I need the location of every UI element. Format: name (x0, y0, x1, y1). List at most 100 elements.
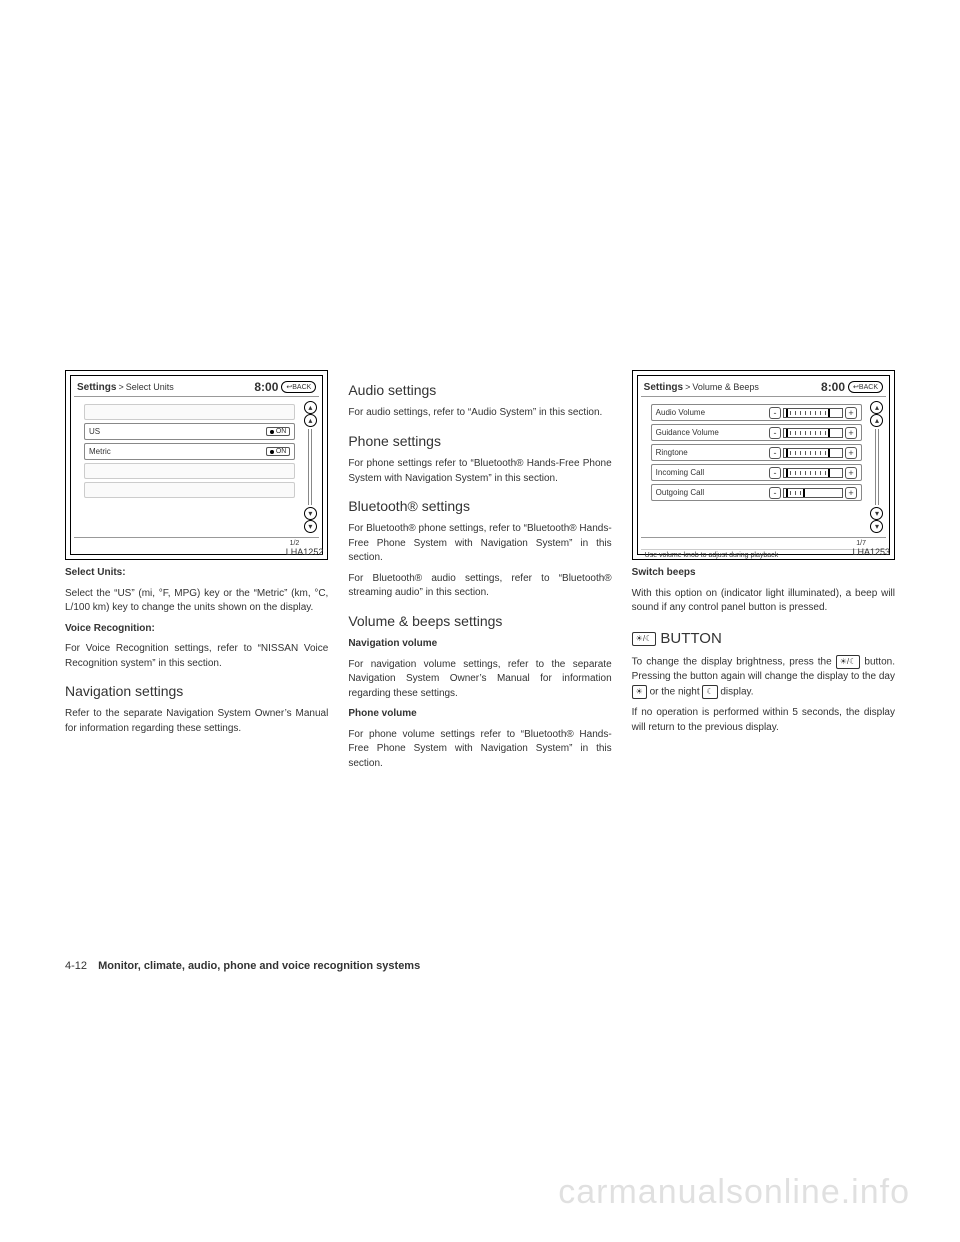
heading-phone-settings: Phone settings (348, 431, 611, 451)
slider-bar[interactable] (783, 488, 843, 498)
list-row-incoming-call[interactable]: Incoming Call - + (651, 464, 862, 481)
list-row-empty (84, 482, 295, 498)
scroll-down-icon[interactable]: ▾ (870, 507, 883, 520)
scroll-down-icon[interactable]: ▾ (304, 507, 317, 520)
heading-select-units: Select Units: (65, 566, 328, 581)
slider-control[interactable]: - + (769, 407, 857, 419)
volume-list: Audio Volume - + Guidance Volume - (641, 397, 868, 537)
scroll-up-icon[interactable]: ▴ (870, 414, 883, 427)
scroll-down-icon[interactable]: ▾ (870, 520, 883, 533)
subhead-phone-volume: Phone volume (348, 707, 611, 722)
screenshot-select-units: Settings > Select Units 8:00 ↩BACK US ON (65, 370, 328, 560)
page-indicator: 1/7 (641, 537, 886, 549)
column-3-text: Switch beeps With this option on (indica… (632, 566, 895, 735)
minus-button[interactable]: - (769, 407, 781, 419)
row-label: Guidance Volume (656, 428, 719, 437)
paragraph: For phone settings refer to “Bluetooth® … (348, 457, 611, 486)
paragraph: For phone volume settings refer to “Blue… (348, 728, 611, 772)
paragraph: For Bluetooth® audio settings, refer to … (348, 572, 611, 601)
column-1-text: Select Units: Select the “US” (mi, °F, M… (65, 566, 328, 736)
plus-button[interactable]: + (845, 427, 857, 439)
header-breadcrumb: Volume & Beeps (692, 382, 759, 392)
list-row-empty (84, 404, 295, 420)
row-label: Metric (89, 447, 111, 456)
paragraph: For Bluetooth® phone settings, refer to … (348, 522, 611, 566)
slider-control[interactable]: - + (769, 427, 857, 439)
page-number: 4-12 (65, 960, 87, 972)
heading-bluetooth-settings: Bluetooth® settings (348, 496, 611, 516)
column-3: Settings > Volume & Beeps 8:00 ↩BACK Aud… (632, 370, 895, 777)
heading-navigation-settings: Navigation settings (65, 681, 328, 701)
clock-label: 8:00 (821, 380, 845, 394)
header-title: Settings (644, 382, 683, 393)
scroll-up-icon[interactable]: ▴ (870, 401, 883, 414)
list-row-ringtone[interactable]: Ringtone - + (651, 444, 862, 461)
paragraph: To change the display brightness, press … (632, 655, 895, 700)
subhead-nav-volume: Navigation volume (348, 637, 611, 652)
back-button[interactable]: ↩BACK (281, 381, 316, 393)
unit-list: US ON Metric ON (74, 397, 301, 537)
page-content: Settings > Select Units 8:00 ↩BACK US ON (65, 370, 895, 777)
paragraph: If no operation is performed within 5 se… (632, 706, 895, 735)
heading-audio-settings: Audio settings (348, 380, 611, 400)
row-label: US (89, 427, 100, 436)
paragraph: For navigation volume settings, refer to… (348, 658, 611, 702)
minus-button[interactable]: - (769, 427, 781, 439)
list-row-empty (84, 463, 295, 479)
heading-brightness-button: ☀/☾ BUTTON (632, 628, 895, 650)
slider-control[interactable]: - + (769, 487, 857, 499)
minus-button[interactable]: - (769, 447, 781, 459)
scroll-up-icon[interactable]: ▴ (304, 401, 317, 414)
list-row-metric[interactable]: Metric ON (84, 443, 295, 460)
screen-header: Settings > Volume & Beeps 8:00 ↩BACK (641, 378, 886, 397)
scrollbar[interactable]: ▴ ▴ ▾ ▾ (868, 397, 886, 537)
paragraph: Refer to the separate Navigation System … (65, 707, 328, 736)
on-indicator: ON (266, 447, 291, 456)
minus-button[interactable]: - (769, 467, 781, 479)
plus-button[interactable]: + (845, 487, 857, 499)
row-label: Audio Volume (656, 408, 705, 417)
row-label: Ringtone (656, 448, 688, 457)
paragraph: Select the “US” (mi, °F, MPG) key or the… (65, 587, 328, 616)
scroll-up-icon[interactable]: ▴ (304, 414, 317, 427)
heading-volume-beeps: Volume & beeps settings (348, 611, 611, 631)
day-icon: ☀ (632, 685, 647, 699)
slider-bar[interactable] (783, 468, 843, 478)
on-indicator: ON (266, 427, 291, 436)
list-row-outgoing-call[interactable]: Outgoing Call - + (651, 484, 862, 501)
slider-bar[interactable] (783, 408, 843, 418)
list-row-guidance-volume[interactable]: Guidance Volume - + (651, 424, 862, 441)
header-title: Settings (77, 382, 116, 393)
brightness-icon: ☀/☾ (632, 632, 657, 646)
paragraph: For audio settings, refer to “Audio Syst… (348, 406, 611, 421)
chapter-title: Monitor, climate, audio, phone and voice… (98, 960, 420, 972)
night-icon: ☾ (702, 685, 717, 699)
slider-bar[interactable] (783, 448, 843, 458)
screen-hint: Use volume knob to adjust during playbac… (641, 549, 886, 561)
page-indicator: 1/2 (74, 537, 319, 549)
list-row-us[interactable]: US ON (84, 423, 295, 440)
row-label: Incoming Call (656, 468, 704, 477)
list-row-audio-volume[interactable]: Audio Volume - + (651, 404, 862, 421)
paragraph: With this option on (indicator light ill… (632, 587, 895, 616)
row-label: Outgoing Call (656, 488, 704, 497)
heading-switch-beeps: Switch beeps (632, 566, 895, 581)
brightness-icon: ☀/☾ (836, 655, 861, 669)
scrollbar[interactable]: ▴ ▴ ▾ ▾ (301, 397, 319, 537)
minus-button[interactable]: - (769, 487, 781, 499)
scroll-down-icon[interactable]: ▾ (304, 520, 317, 533)
figure-label: LHA1252 (286, 547, 324, 557)
plus-button[interactable]: + (845, 467, 857, 479)
watermark: carmanualsonline.info (558, 1173, 910, 1212)
plus-button[interactable]: + (845, 447, 857, 459)
slider-control[interactable]: - + (769, 447, 857, 459)
column-2: Audio settings For audio settings, refer… (348, 370, 611, 777)
slider-bar[interactable] (783, 428, 843, 438)
back-button[interactable]: ↩BACK (848, 381, 883, 393)
slider-control[interactable]: - + (769, 467, 857, 479)
paragraph: For Voice Recognition settings, refer to… (65, 642, 328, 671)
plus-button[interactable]: + (845, 407, 857, 419)
chevron-right-icon: > (118, 382, 123, 392)
column-1: Settings > Select Units 8:00 ↩BACK US ON (65, 370, 328, 777)
heading-voice-recognition: Voice Recognition: (65, 622, 328, 637)
